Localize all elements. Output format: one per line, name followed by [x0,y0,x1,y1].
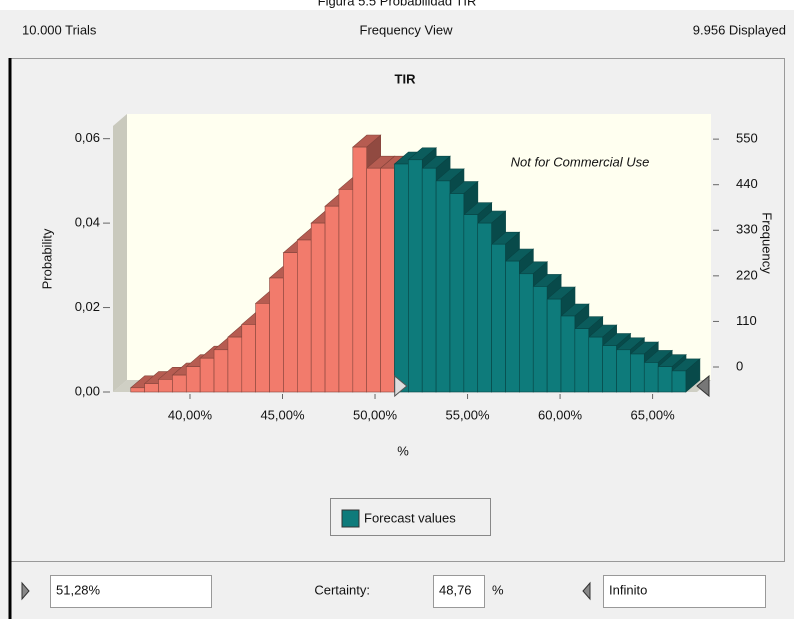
bar [144,383,159,393]
upper-input[interactable] [603,575,766,608]
bar [241,324,256,393]
lower-value: 51,28% [56,582,101,597]
bar [657,366,673,393]
bar [519,273,534,393]
upper-value: Infinito [609,582,647,597]
y2-tick-label: 0 [736,358,743,373]
bar [130,387,145,393]
y2-tick-label: 550 [736,131,758,146]
bar [213,349,229,393]
certainty-value: 48,76 [439,582,472,597]
caption: Figura 5.5 Probabilidad TIR [318,0,477,8]
bar [643,362,659,393]
bar [394,163,409,393]
bar [324,205,340,393]
bar [505,260,520,393]
bar [366,167,381,393]
y2-tick-label: 110 [736,313,757,328]
threshold-marker [394,374,408,398]
watermark: Not for Commercial Use [511,154,650,169]
bar [172,374,187,393]
x-axis-label: % [397,443,409,458]
bar [227,336,243,393]
y-tick-label: 0,00 [75,383,100,398]
bar [255,303,270,393]
bar [199,357,215,393]
certainty-input[interactable] [433,575,485,608]
bar [421,167,437,393]
y-tick-label: 0,02 [75,299,100,314]
bar [630,353,645,393]
y2-tick-label: 330 [736,222,758,237]
x-tick-label: 55,00% [445,407,490,422]
displayed: 9.956 Displayed [693,22,786,37]
bar [269,277,284,393]
bar [463,214,479,393]
bar [297,239,312,393]
bar [283,252,298,393]
bar [671,370,687,393]
bar [338,189,354,393]
lower-marker-icon [21,581,30,601]
legend-label: Forecast values [364,510,456,525]
upper-marker-icon [582,581,591,601]
bar [435,180,451,393]
x-tick-label: 60,00% [538,407,583,422]
view: Frequency View [360,22,454,37]
bar [408,159,423,393]
lower-input[interactable] [50,575,212,608]
y-tick-label: 0,04 [75,215,100,230]
bar [310,222,326,393]
bar [185,366,201,393]
bar [532,286,548,393]
bar [546,298,562,393]
y-tick-label: 0,06 [75,130,100,145]
certainty-unit: % [492,582,504,597]
y-axis-label: Probability [39,228,54,289]
bar [588,336,603,393]
bar [560,315,576,393]
bar [616,349,631,393]
x-tick-label: 40,00% [168,407,213,422]
bar [449,193,465,393]
bar [380,167,395,393]
bar [602,345,617,393]
x-tick-label: 65,00% [631,407,676,422]
x-tick-label: 50,00% [353,407,398,422]
bar [477,222,492,393]
legend-swatch [341,509,360,528]
bar [158,379,173,393]
y2-tick-label: 220 [736,267,758,282]
bar [491,243,506,393]
certainty-label: Certainty: [314,582,370,597]
y2-axis-label: Frequency [760,212,775,274]
trials: 10.000 Trials [22,22,97,37]
bar [352,146,367,393]
upper-marker [696,374,710,398]
chart-title: TIR [395,71,417,86]
x-tick-label: 45,00% [260,407,305,422]
y2-tick-label: 440 [736,176,758,191]
bar [574,328,590,393]
left-wall [113,114,127,392]
